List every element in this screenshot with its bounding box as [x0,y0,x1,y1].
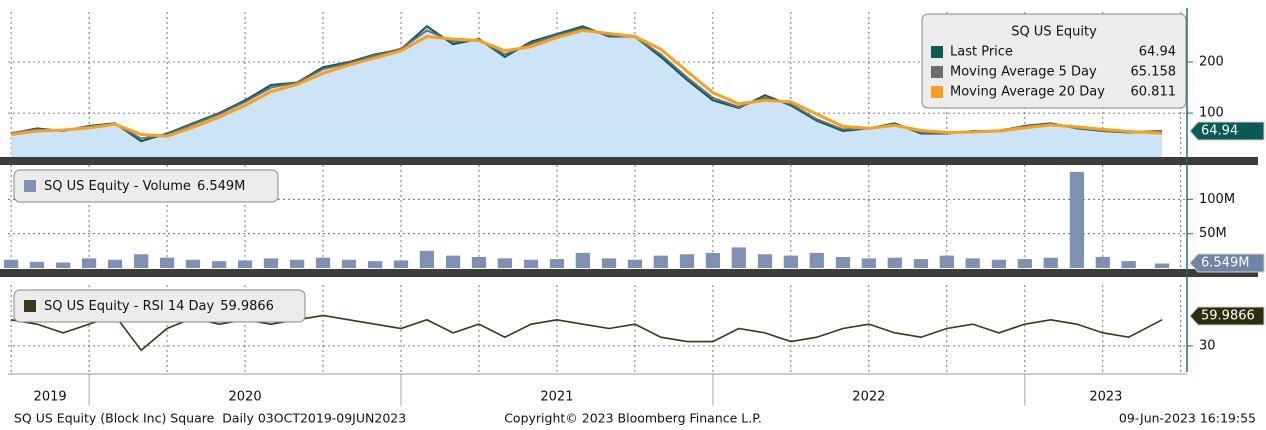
legend-value: 65.158 [1131,65,1177,80]
volume-bar [237,260,253,268]
price-area [11,26,1163,157]
legend-value: 60.811 [1131,85,1177,100]
volume-bar [601,258,617,268]
volume-bar [835,257,851,268]
volume-bar [445,255,461,268]
volume-bar [1154,263,1170,268]
volume-bar [575,252,590,268]
y-tick-label: 30 [1199,338,1216,353]
volume-bar [939,255,954,268]
volume-bar [290,259,305,268]
legend-label: SQ US Equity - Volume 6.549M [44,179,245,194]
footer-right: 09-Jun-2023 16:19:55 [1119,411,1256,426]
volume-bar [887,257,902,268]
panel-divider [0,269,1258,277]
tag-box [1189,306,1265,326]
volume-bar [1017,259,1032,268]
panel-divider [0,157,1258,165]
volume-bar [263,258,279,268]
volume-bar [991,259,1007,268]
x-tick-label: 2023 [1089,390,1122,405]
legend-name: SQ US Equity - Volume [44,179,191,194]
last-value-label: 64.94 [1201,124,1238,139]
x-tick-label: 2019 [34,390,67,405]
volume-bar [1043,257,1058,268]
legend-label: Last Price [950,45,1013,60]
legend-name: SQ US Equity - RSI 14 Day [44,299,214,314]
legend-swatch [24,180,36,192]
legend: SQ US Equity Last Price 64.94 Moving Averag… [921,13,1187,109]
volume-bar [653,255,668,268]
footer-center: Copyright© 2023 Bloomberg Finance L.P. [504,411,762,426]
volume-bar [29,261,45,268]
volume-bar [705,252,721,268]
volume-bar [523,259,539,268]
last-value-tag: 59.9866 [1189,306,1265,326]
legend-swatch [931,86,943,98]
footer-left: SQ US Equity (Block Inc) Square Daily 03… [14,411,406,426]
legend-box [13,289,306,323]
volume-bar [809,252,824,268]
volume-bar [1095,257,1110,268]
volume-bar [81,258,97,268]
legend-swatch [24,300,36,312]
volume-bar [1121,261,1136,268]
y-tick-label: 50M [1199,226,1227,241]
legend-swatch [931,66,943,78]
volume-bar [315,257,331,268]
volume-bar [419,250,435,268]
y-tick-label: 200 [1199,55,1224,70]
legend-swatch [931,46,943,58]
volume-bar [679,254,695,268]
legend-label: SQ US Equity - RSI 14 Day 59.9866 [44,299,274,314]
volume-bar [107,259,123,268]
volume-bar [212,261,227,268]
volume-bar [3,259,19,268]
volume-bar [861,258,876,268]
x-tick-label: 2021 [540,390,573,405]
y-tick-label: 100M [1199,192,1235,207]
volume-bar [731,247,746,268]
last-value-tag: 6.549M [1189,253,1265,273]
volume-bar [497,258,512,268]
volume-bar [757,254,773,268]
last-value-tag: 64.94 [1189,121,1265,141]
volume-bar [471,257,487,268]
volume-bar [783,255,799,268]
volume-bar [341,259,357,268]
volume-bar [134,254,149,268]
legend-label: Moving Average 5 Day [950,65,1097,80]
volume-bar [1069,171,1085,268]
last-value-label: 6.549M [1201,256,1249,271]
last-value-label: 59.9866 [1201,309,1255,324]
volume-bar [56,262,71,268]
legend-box [13,169,279,203]
volume-bar [965,258,980,268]
y-tick-label: 100 [1199,106,1224,121]
legend-value: 59.9866 [220,299,274,314]
volume-bar [393,260,409,268]
volume-bar [549,259,565,268]
volume-bar [913,259,929,268]
legend-title: SQ US Equity [1011,25,1097,40]
tag-box [1189,121,1265,141]
tag-box [1189,253,1265,273]
legend-value: 64.94 [1139,45,1176,60]
volume-bar [185,259,201,268]
series-line [10,28,1163,138]
volume-bar [627,259,643,268]
volume-bar [159,257,175,268]
x-tick-label: 2022 [852,390,885,405]
legend-box [921,13,1187,109]
legend-label: Moving Average 20 Day [950,85,1105,100]
legend-value: 6.549M [197,179,245,194]
volume-bar [367,261,383,268]
x-tick-label: 2020 [229,390,262,405]
